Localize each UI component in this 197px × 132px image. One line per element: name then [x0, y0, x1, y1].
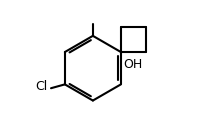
Text: OH: OH	[123, 58, 142, 71]
Text: Cl: Cl	[36, 80, 48, 93]
